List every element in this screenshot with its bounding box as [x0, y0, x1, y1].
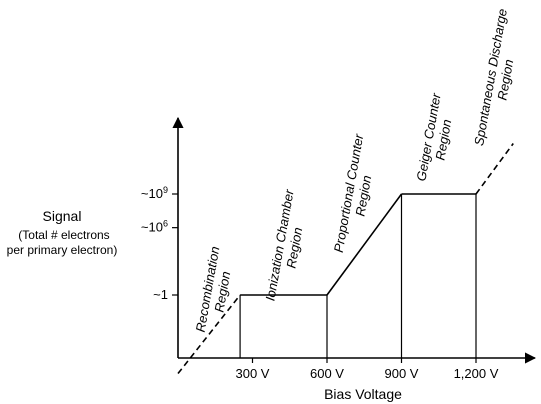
curve-segment-0 [177, 294, 241, 375]
curve-segment-4 [475, 143, 514, 195]
x-ticks: 300 V 600 V 900 V 1,200 V [236, 358, 499, 381]
x-tick-label-0: 300 V [236, 366, 270, 381]
signal-curve [177, 143, 514, 375]
curve-segment-2 [326, 193, 403, 296]
region-label-4-line-1: Region [494, 58, 516, 101]
region-label-2-line-1: Region [352, 174, 374, 217]
region-label-0-line-1: Region [211, 270, 233, 313]
y-tick-label-2: ~109 [141, 185, 168, 201]
y-axis-title: Signal [43, 208, 82, 224]
region-label-3-line-1: Region [432, 118, 454, 161]
y-tick-label-1: ~106 [141, 219, 168, 235]
x-tick-label-1: 600 V [310, 366, 344, 381]
y-ticks: ~1 ~106 ~109 [141, 185, 178, 302]
x-tick-label-3: 1,200 V [454, 366, 499, 381]
x-tick-label-2: 900 V [385, 366, 419, 381]
y-tick-exponent-2: 9 [163, 185, 168, 195]
region-dividers [239, 194, 477, 358]
y-tick-exponent-1: 6 [163, 219, 168, 229]
x-axis-title: Bias Voltage [324, 386, 402, 402]
y-axis-subtitle-line-2: per primary electron) [7, 243, 118, 257]
y-axis-subtitle-line-1: (Total # electrons [18, 228, 109, 242]
region-label-1-line-1: Region [283, 226, 305, 269]
y-tick-label-0: ~1 [153, 287, 168, 302]
